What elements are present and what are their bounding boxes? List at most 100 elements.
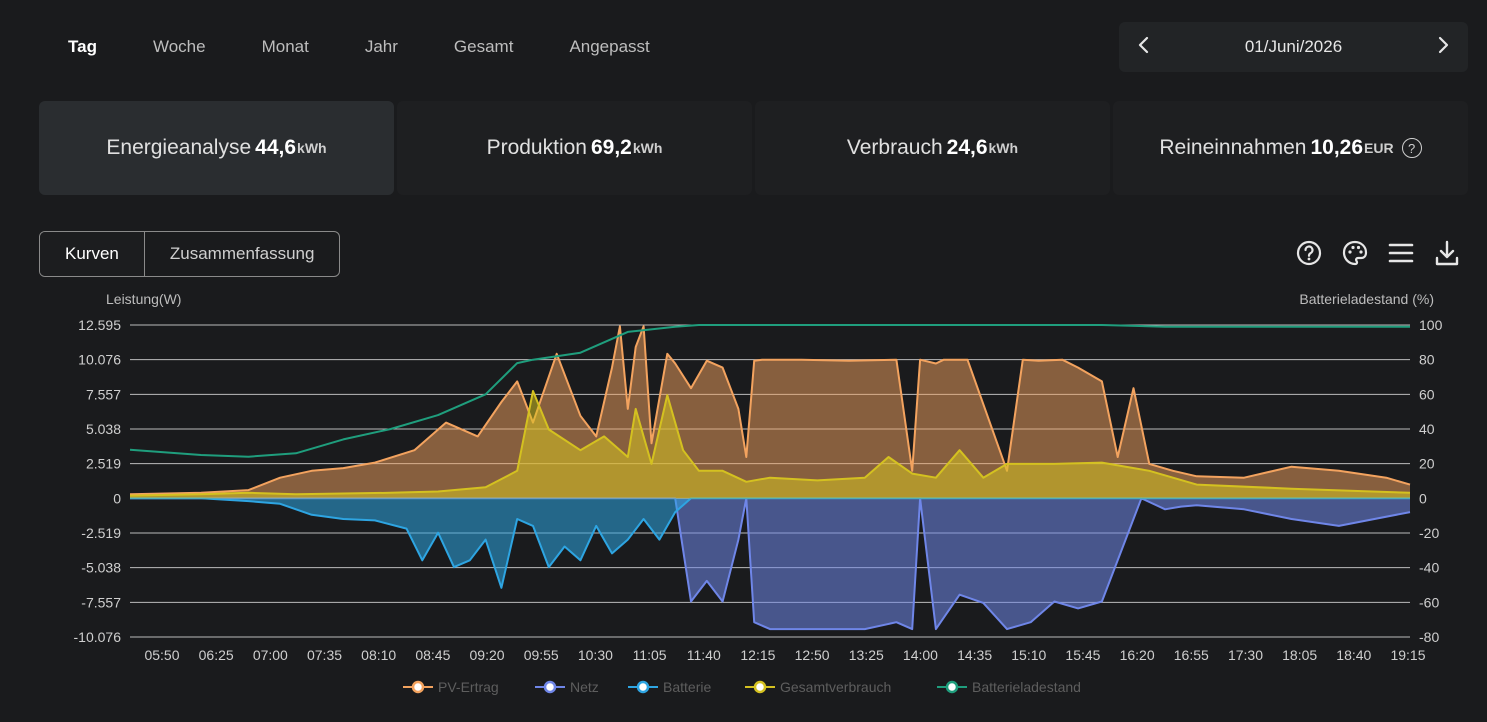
card-value: 44,6: [255, 136, 297, 159]
card-value: 10,26: [1310, 136, 1364, 159]
chevron-right-icon[interactable]: [1418, 34, 1468, 60]
series-line-1: [130, 497, 1411, 631]
legend-label: Gesamtverbrauch: [780, 679, 891, 695]
card-unit: kWh: [988, 140, 1019, 156]
series-line-0: [129, 325, 1411, 496]
series-area-1: [130, 498, 1410, 630]
x-tick-label: 17:30: [1228, 647, 1263, 663]
card-value: 24,6: [946, 136, 988, 159]
card-label: Produktion: [486, 136, 587, 159]
view-switch: Kurven Zusammenfassung: [39, 231, 341, 277]
date-label[interactable]: 01/Juni/2026: [1244, 37, 1343, 56]
legend-swatch-dot: [411, 680, 425, 694]
palette-icon[interactable]: [1340, 238, 1370, 268]
x-tick-label: 18:40: [1336, 647, 1371, 663]
y2-axis-title: Batterieladestand (%): [1299, 291, 1434, 307]
tab-year[interactable]: Jahr: [364, 37, 398, 56]
x-tick-label: 07:35: [307, 647, 342, 663]
chevron-left-icon[interactable]: [1119, 34, 1169, 60]
x-tick-label: 07:00: [253, 647, 288, 663]
x-tick-label: 18:05: [1282, 647, 1317, 663]
card-unit: kWh: [632, 140, 663, 156]
series-area-2: [130, 498, 1410, 588]
summary-cards: Energieanalyse 44,6 kWh Produktion 69,2 …: [39, 101, 1468, 195]
x-tick-label: 12:50: [795, 647, 830, 663]
y-tick-label: -2.519: [81, 525, 121, 541]
x-tick-label: 12:15: [740, 647, 775, 663]
x-tick-label: 10:30: [578, 647, 613, 663]
y2-tick-label: -20: [1419, 525, 1439, 541]
help-icon[interactable]: ?: [1401, 138, 1422, 158]
y2-tick-label: 60: [1419, 386, 1435, 402]
series-line-2: [130, 497, 1410, 589]
card-consumption[interactable]: Verbrauch 24,6 kWh: [755, 101, 1110, 195]
legend-label: Netz: [570, 679, 599, 695]
y2-tick-label: -60: [1419, 594, 1439, 610]
x-tick-label: 14:00: [903, 647, 938, 663]
legend-swatch-dot: [753, 680, 767, 694]
x-tick-label: 19:15: [1390, 647, 1425, 663]
y-tick-label: 5.038: [86, 421, 121, 437]
x-tick-label: 06:25: [199, 647, 234, 663]
series-area-3: [130, 391, 1410, 499]
card-net-income[interactable]: Reineinnahmen 10,26 EUR ?: [1113, 101, 1468, 195]
y2-tick-label: 0: [1419, 490, 1427, 506]
tab-custom[interactable]: Angepasst: [569, 37, 650, 56]
x-tick-label: 05:50: [144, 647, 179, 663]
series-line-4: [129, 324, 1410, 458]
y2-tick-label: -80: [1419, 629, 1439, 645]
power-chart: Leistung(W) Batterieladestand (%) 12.595 10…: [74, 291, 1443, 695]
y-tick-label: 10.076: [78, 352, 121, 368]
y-tick-label: 7.557: [86, 386, 121, 402]
card-energy-analysis[interactable]: Energieanalyse 44,6 kWh: [39, 101, 394, 195]
card-production[interactable]: Produktion 69,2 kWh: [397, 101, 752, 195]
y2-tick-label: 20: [1419, 456, 1435, 472]
card-unit: EUR: [1364, 140, 1394, 156]
date-picker: 01/Juni/2026: [1119, 22, 1468, 72]
legend-swatch-dot: [636, 680, 650, 694]
x-tick-label: 13:25: [849, 647, 884, 663]
y-tick-label: 0: [113, 490, 121, 506]
x-tick-label: 08:45: [415, 647, 450, 663]
tab-summary[interactable]: Zusammenfassung: [169, 244, 315, 263]
download-icon[interactable]: [1432, 238, 1462, 268]
tab-day[interactable]: Tag: [68, 37, 97, 56]
card-label: Verbrauch: [846, 136, 943, 159]
y-tick-label: 12.595: [78, 317, 121, 333]
x-tick-label: 09:20: [470, 647, 505, 663]
tab-month[interactable]: Monat: [261, 37, 309, 56]
x-tick-label: 15:10: [1011, 647, 1046, 663]
legend-label: Batterieladestand: [972, 679, 1081, 695]
series-line-3: [129, 390, 1411, 497]
legend-label: PV-Ertrag: [438, 679, 499, 695]
x-tick-label: 16:55: [1174, 647, 1209, 663]
y2-tick-label: 100: [1419, 317, 1443, 333]
card-value: 69,2: [590, 136, 632, 159]
legend-swatch-dot: [945, 680, 959, 694]
y2-tick-label: 40: [1419, 421, 1435, 437]
x-tick-label: 11:40: [687, 647, 721, 663]
card-label: Energieanalyse: [106, 136, 252, 159]
x-tick-label: 11:05: [633, 647, 667, 663]
y-tick-label: -10.076: [74, 629, 122, 645]
y-axis-title: Leistung(W): [106, 291, 181, 307]
x-tick-label: 09:55: [524, 647, 559, 663]
y2-tick-label: 80: [1419, 352, 1435, 368]
tab-week[interactable]: Woche: [152, 37, 206, 56]
tab-total[interactable]: Gesamt: [453, 37, 514, 56]
series-area-0: [130, 326, 1410, 499]
card-label: Reineinnahmen: [1159, 136, 1307, 159]
card-unit: kWh: [297, 140, 327, 156]
menu-icon[interactable]: [1386, 238, 1416, 268]
x-tick-label: 14:35: [957, 647, 992, 663]
x-tick-label: 16:20: [1120, 647, 1155, 663]
y-tick-label: -7.557: [81, 594, 121, 610]
period-tabs: Tag Woche Monat Jahr Gesamt Angepasst: [40, 26, 678, 68]
chart-toolbar: [1294, 238, 1462, 268]
y-tick-label: -5.038: [81, 560, 121, 576]
help-icon[interactable]: [1294, 238, 1324, 268]
tab-curves[interactable]: Kurven: [40, 232, 145, 276]
y-tick-label: 2.519: [86, 456, 121, 472]
legend-swatch-dot: [543, 680, 557, 694]
legend-label: Batterie: [663, 679, 711, 695]
